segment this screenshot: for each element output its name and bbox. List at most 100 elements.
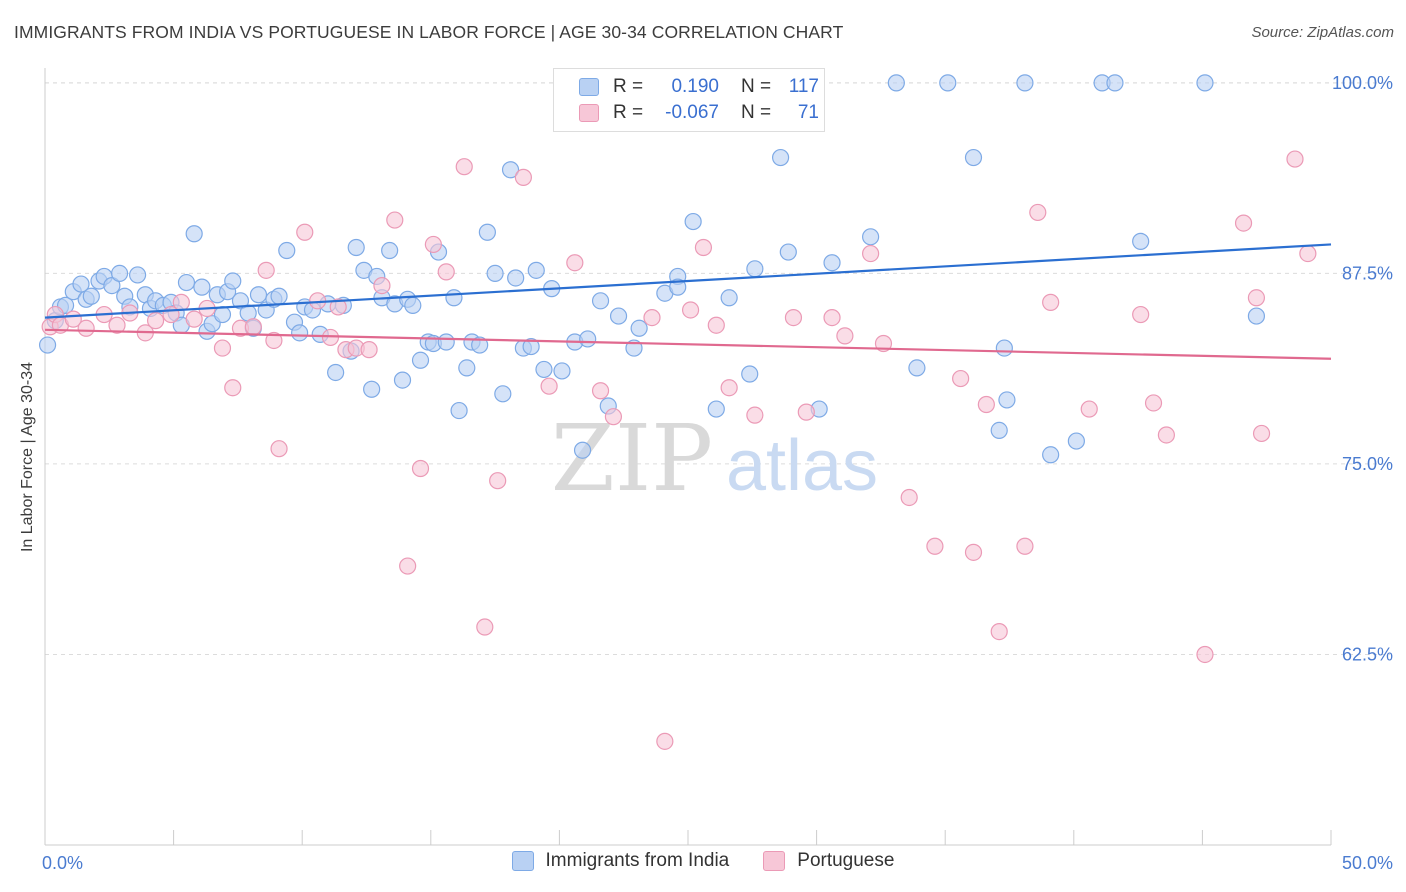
india-point	[363, 380, 381, 398]
india-point	[128, 266, 147, 284]
portuguese-point	[862, 244, 880, 263]
portuguese-point	[386, 211, 404, 229]
legend-india-label: Immigrants from India	[545, 850, 730, 871]
y-axis-title: In Labor Force | Age 30-34	[19, 361, 36, 553]
portuguese-point	[1196, 645, 1214, 664]
gridlines	[45, 82, 1390, 655]
india-point	[177, 273, 196, 292]
india-point	[270, 287, 288, 305]
portuguese-point	[329, 298, 347, 316]
portuguese-point	[604, 408, 623, 426]
portuguese-point	[437, 263, 455, 281]
portuguese-point	[108, 316, 126, 334]
india-point	[110, 264, 129, 282]
india-point	[1042, 446, 1060, 464]
portuguese-point	[172, 293, 190, 311]
series-legend: Immigrants from India Portuguese	[0, 850, 1406, 872]
india-point	[1067, 432, 1085, 450]
portuguese-point	[489, 472, 507, 490]
portuguese-point	[411, 459, 430, 478]
india-point	[291, 324, 309, 342]
india-point	[741, 365, 759, 383]
india-point	[684, 212, 702, 231]
india-point	[213, 305, 232, 324]
india-point	[908, 359, 926, 377]
india-point	[573, 441, 592, 459]
portuguese-point	[1252, 424, 1271, 443]
india-point	[579, 330, 597, 348]
india-point	[471, 336, 489, 354]
portuguese-point	[146, 312, 165, 330]
india-point	[522, 337, 540, 356]
india-point	[1016, 74, 1034, 92]
india-point	[823, 254, 841, 272]
india-point	[527, 261, 545, 279]
portuguese-point	[1144, 394, 1163, 412]
portuguese-point	[952, 369, 970, 388]
india-point	[450, 401, 468, 420]
portuguese-point	[977, 395, 995, 414]
portuguese-point	[591, 382, 610, 400]
india-point	[995, 339, 1013, 357]
watermark-atlas: atlas	[726, 426, 878, 506]
india-point	[507, 269, 525, 287]
portuguese-point	[1132, 305, 1150, 324]
chart-title: IMMIGRANTS FROM INDIA VS PORTUGUESE IN L…	[14, 22, 844, 42]
portuguese-point	[360, 341, 378, 359]
india-point	[224, 272, 242, 290]
portuguese-point	[1286, 150, 1304, 168]
india-point	[458, 359, 476, 377]
india-r-value: 0.190	[671, 76, 719, 97]
watermark-zip: ZIP	[551, 405, 713, 512]
india-point	[231, 292, 250, 310]
trend-lines	[44, 243, 1332, 360]
india-point	[82, 287, 100, 305]
axes	[44, 68, 1332, 846]
portuguese-point	[694, 238, 713, 257]
india-point	[771, 148, 790, 167]
portuguese-point	[424, 235, 442, 254]
india-point	[185, 225, 203, 243]
portuguese-point	[373, 276, 391, 295]
portuguese-point	[1080, 400, 1098, 418]
portuguese-point	[455, 158, 473, 176]
portuguese-point	[836, 327, 854, 345]
india-point	[72, 275, 90, 293]
india-point	[887, 74, 905, 92]
portuguese-point	[244, 318, 262, 336]
india-point	[1132, 232, 1150, 250]
portuguese-r-value: -0.067	[665, 102, 719, 123]
india-point	[478, 223, 496, 241]
india-point	[669, 278, 687, 296]
legend-row-portuguese: R = -0.067 N = 71	[579, 100, 819, 126]
india-point	[501, 161, 520, 179]
india-swatch	[579, 78, 599, 96]
portuguese-point	[681, 301, 700, 319]
portuguese-point	[990, 623, 1008, 641]
india-point	[347, 238, 365, 257]
portuguese-point	[566, 254, 584, 272]
legend-item-portuguese: Portuguese	[763, 850, 894, 872]
portuguese-point	[1234, 214, 1253, 232]
portuguese-point	[900, 488, 918, 507]
portuguese-point	[823, 309, 841, 327]
india-point	[553, 362, 571, 380]
india-point	[1106, 74, 1124, 92]
india-point	[990, 421, 1008, 439]
india-n-label: N =	[741, 76, 772, 97]
portuguese-point	[540, 377, 558, 395]
portuguese-point	[296, 223, 314, 241]
india-point	[411, 351, 430, 369]
x-tick-label: 0.0%	[42, 853, 83, 873]
india-point	[103, 276, 121, 295]
legend-row-india: R = 0.190 N = 117	[579, 74, 819, 100]
portuguese-point	[926, 537, 944, 555]
india-point	[535, 360, 553, 379]
india-point	[779, 243, 797, 261]
portuguese-point	[746, 406, 764, 424]
india-point	[38, 336, 57, 354]
tick-labels: 62.5% 75.0% 87.5% 100.0% 0.0% 50.0%	[42, 73, 1393, 873]
portuguese-point	[476, 618, 494, 636]
y-tick-label: 75.0%	[1342, 454, 1393, 474]
